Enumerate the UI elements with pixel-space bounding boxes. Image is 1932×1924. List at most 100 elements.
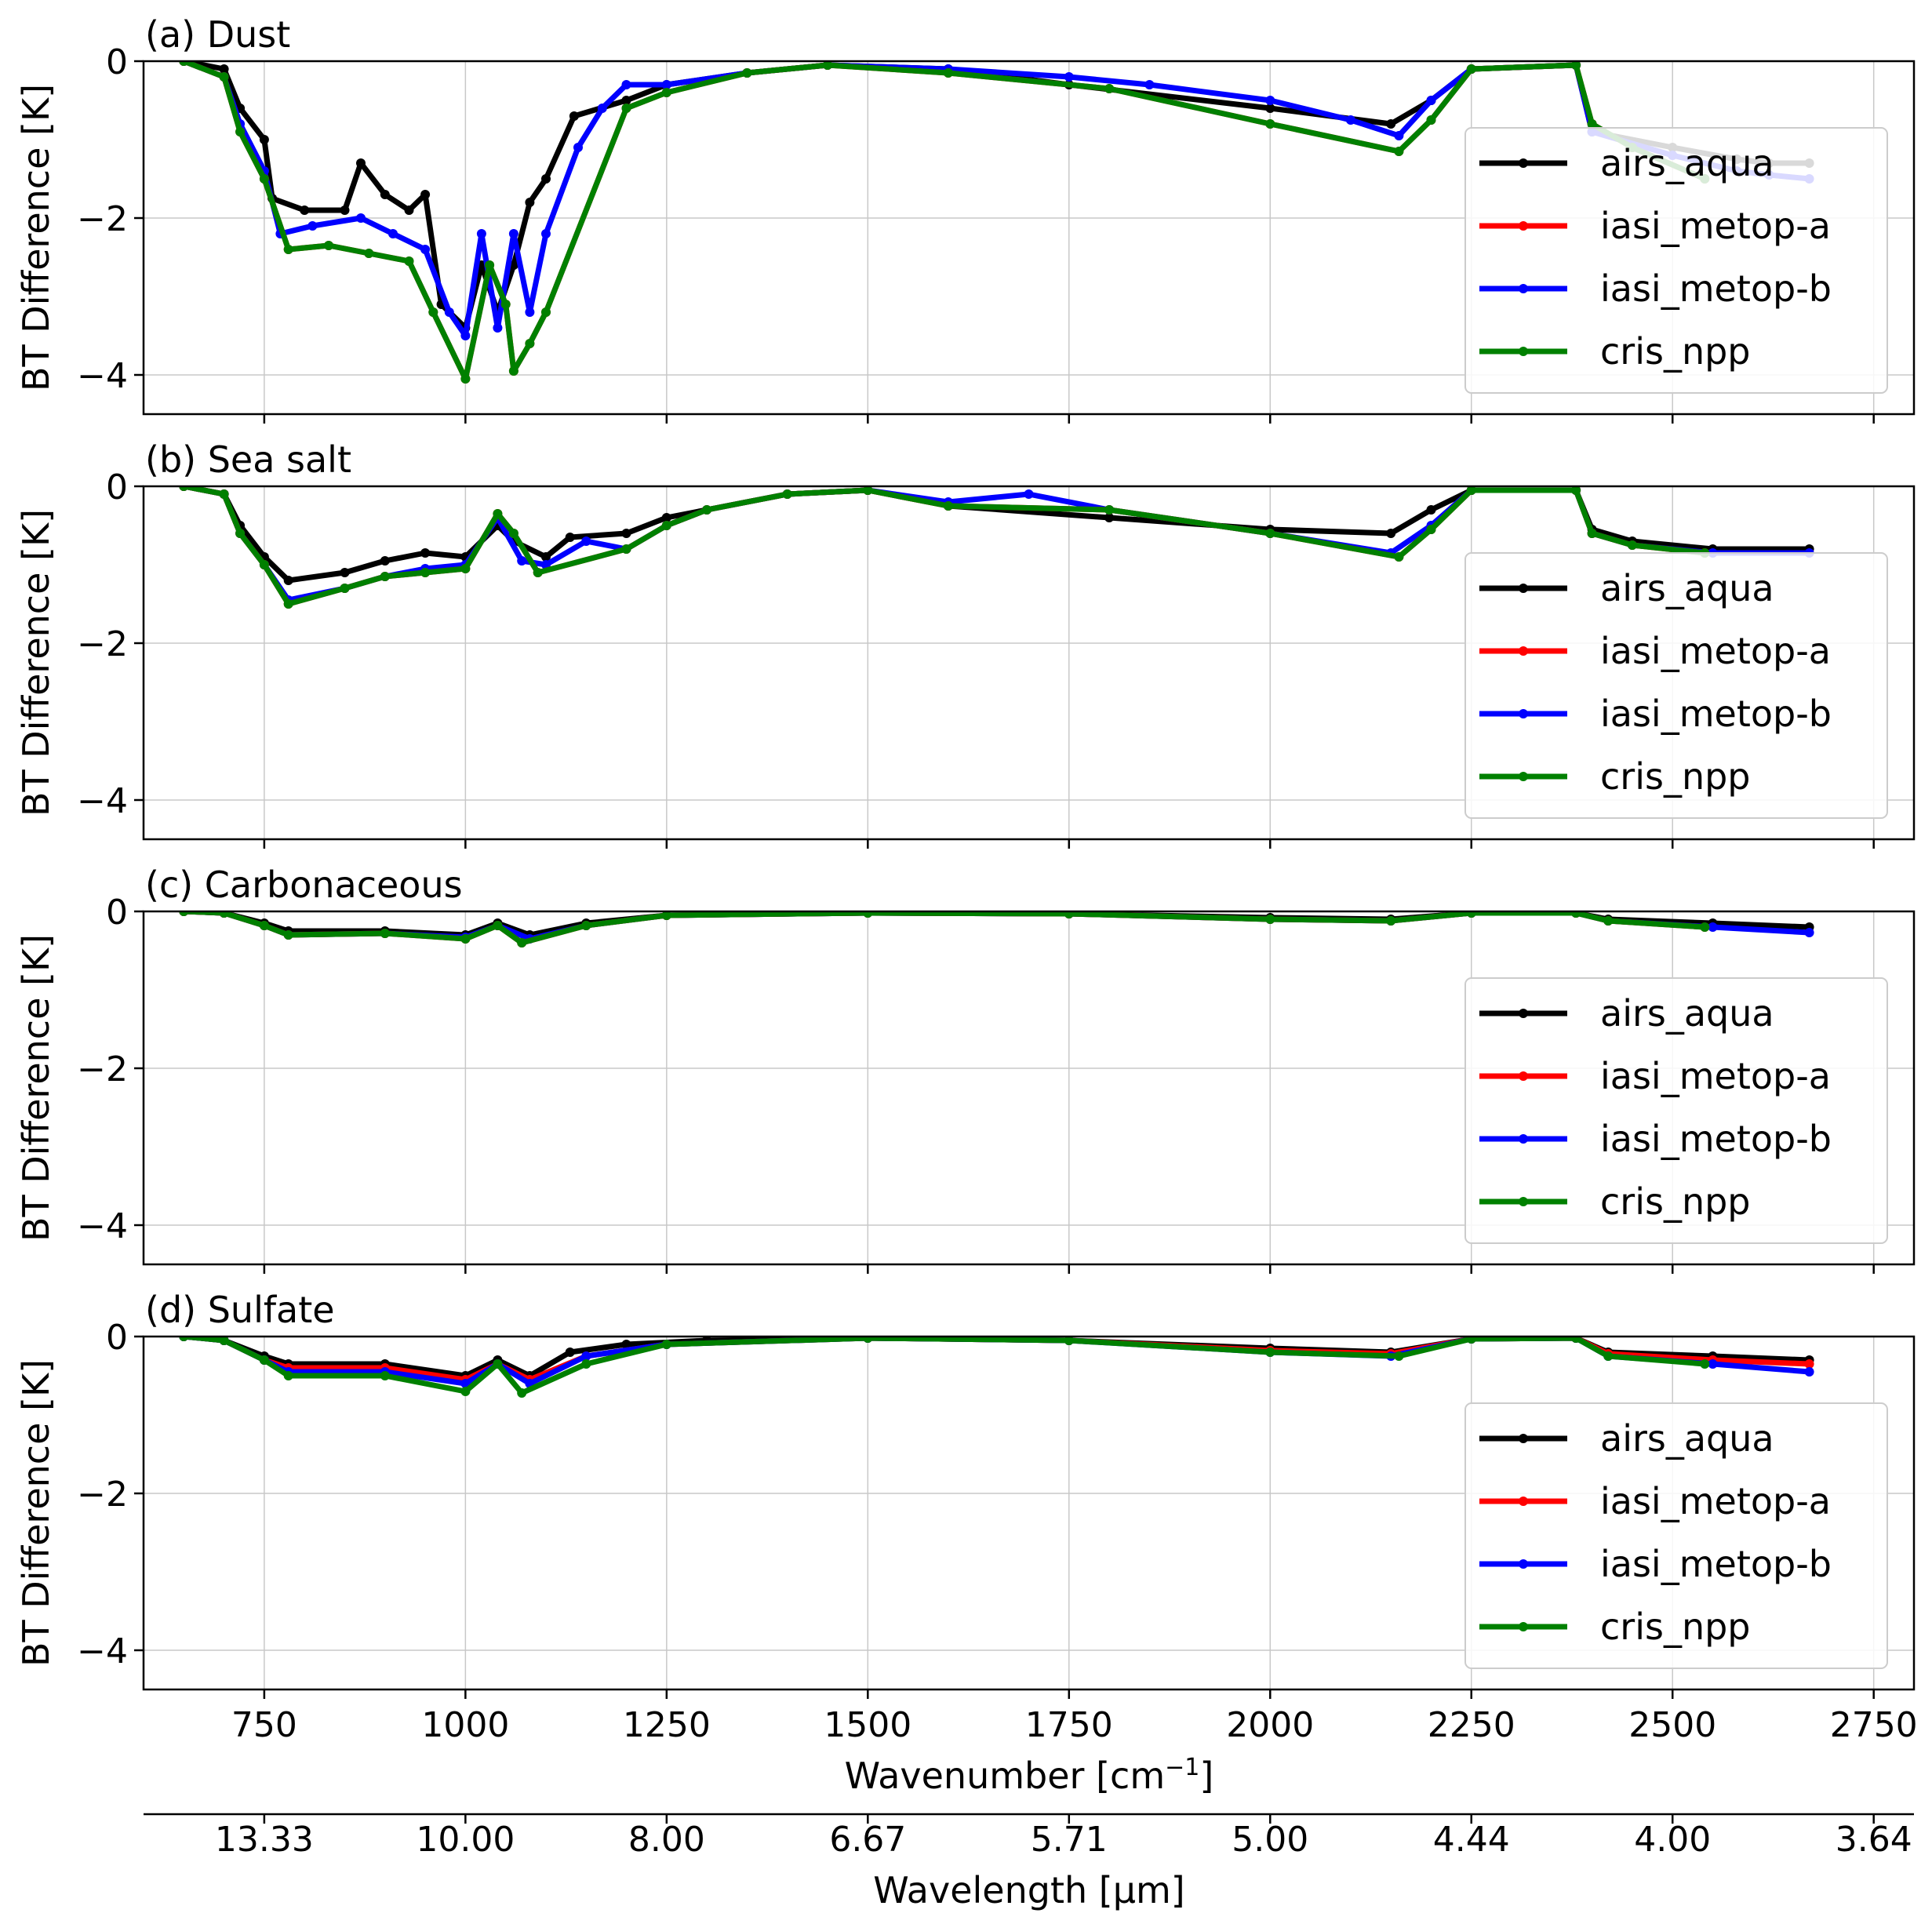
data-point — [517, 938, 527, 947]
y-tick-label: −2 — [77, 1049, 128, 1089]
data-point — [1386, 119, 1396, 129]
data-point — [420, 190, 431, 199]
data-point — [219, 1337, 229, 1345]
secondary-x-tick-label: 13.33 — [215, 1820, 314, 1860]
panel-3: 0 −2 −4 BT Difference [K] (d) Sulfate airs_aq… — [15, 1289, 1916, 1699]
data-point — [661, 513, 671, 522]
secondary-x-ticks: 13.33 10.00 8.00 6.67 5.71 5.00 4.44 4.00 3.64 — [215, 1814, 1912, 1860]
data-point — [782, 489, 792, 499]
data-point — [307, 221, 318, 231]
secondary-x-tick-label: 10.00 — [416, 1820, 515, 1860]
data-point — [219, 64, 229, 74]
panel-2: 0 −2 −4 BT Difference [K] (c) Carbonaceous ai… — [15, 864, 1916, 1274]
data-point — [1700, 1359, 1710, 1369]
data-point — [340, 568, 350, 577]
x-tick-label: 2750 — [1830, 1705, 1918, 1745]
data-point — [460, 374, 471, 384]
legend-item-iasi_metop-b: iasi_metop-b — [1479, 1543, 1832, 1585]
data-point — [460, 564, 471, 573]
panel-0: 0 −2 −4 BT Difference [K] (a) Dust airs_aquai… — [15, 13, 1916, 424]
y-tick-label: 0 — [106, 467, 128, 507]
secondary-x-axis-label: Wavelength [µm] — [873, 1869, 1184, 1911]
x-tick-label: 1500 — [824, 1705, 911, 1745]
secondary-x-tick-label: 4.44 — [1433, 1820, 1510, 1860]
data-point — [340, 584, 350, 593]
data-point — [179, 486, 189, 491]
series-group — [179, 1337, 1814, 1398]
data-point — [476, 229, 486, 238]
data-point — [565, 533, 575, 542]
legend-box — [1464, 127, 1888, 394]
data-point — [1265, 104, 1275, 113]
data-point — [1265, 529, 1275, 538]
data-point — [1104, 84, 1115, 93]
legend-marker — [1519, 772, 1528, 781]
data-point — [541, 229, 551, 238]
legend-label: cris_npp — [1600, 755, 1751, 798]
secondary-x-tick-label: 5.71 — [1031, 1820, 1108, 1860]
data-point — [621, 544, 631, 554]
legend-marker — [1519, 221, 1528, 231]
data-point — [1587, 119, 1597, 129]
x-axis-label: Wavenumber [cm−1] — [845, 1754, 1214, 1798]
data-point — [500, 300, 511, 309]
data-point — [581, 921, 591, 930]
legend-item-airs_aqua: airs_aqua — [1479, 567, 1774, 609]
legend-item-iasi_metop-b: iasi_metop-b — [1479, 267, 1832, 310]
series-cris_npp — [179, 911, 1710, 947]
data-point — [493, 509, 503, 518]
legend-label: cris_npp — [1600, 1180, 1751, 1223]
data-point — [621, 529, 631, 538]
legend-marker — [1519, 1197, 1528, 1206]
data-point — [1265, 915, 1275, 924]
data-point — [1426, 505, 1436, 515]
legend-label: iasi_metop-b — [1600, 1543, 1832, 1585]
data-point — [179, 61, 189, 66]
plot-frame — [142, 60, 1916, 416]
data-point — [259, 135, 269, 144]
data-point — [1064, 72, 1074, 82]
data-point — [541, 174, 551, 184]
data-point — [517, 556, 527, 566]
data-point — [1345, 115, 1355, 125]
data-point — [661, 521, 671, 530]
data-point — [1426, 525, 1436, 534]
y-tick-label: −2 — [77, 1475, 128, 1515]
panel-1: 0 −2 −4 BT Difference [K] (b) Sea salt airs_a… — [15, 438, 1916, 849]
y-tick-label: −2 — [77, 199, 128, 239]
legend-item-iasi_metop-a: iasi_metop-a — [1479, 1055, 1831, 1097]
data-point — [388, 229, 398, 238]
x-tick-label: 2250 — [1428, 1705, 1515, 1745]
legend: airs_aqua iasi_metop-a iasi_metop-b cris_np… — [1464, 127, 1888, 394]
y-axis-label: BT Difference [K] — [15, 1359, 57, 1667]
data-point — [533, 568, 543, 577]
data-point — [420, 568, 431, 577]
series-cris_npp — [179, 486, 1710, 609]
data-point — [485, 260, 495, 270]
data-point — [742, 68, 752, 78]
data-point — [283, 576, 293, 585]
legend-label: airs_aqua — [1600, 567, 1774, 609]
data-point — [1571, 486, 1581, 495]
secondary-x-tick-label: 4.00 — [1634, 1820, 1711, 1860]
data-point — [541, 552, 551, 562]
data-point — [356, 213, 366, 223]
legend: airs_aqua iasi_metop-a iasi_metop-b cris_np… — [1464, 1402, 1888, 1669]
plot-frame — [142, 1335, 1916, 1691]
data-point — [380, 556, 390, 566]
data-point — [1426, 96, 1436, 105]
series-group — [179, 486, 1814, 609]
data-point — [259, 174, 269, 184]
data-point — [300, 205, 310, 215]
data-point — [1394, 552, 1404, 562]
x-tick-labels: 750 1000 1250 1500 1750 2000 2250 2500 2750 — [231, 1705, 1918, 1745]
x-tick-label: 1750 — [1025, 1705, 1113, 1745]
legend-item-iasi_metop-a: iasi_metop-a — [1479, 630, 1831, 672]
series-group — [179, 911, 1814, 947]
data-point — [1466, 1337, 1476, 1344]
data-point — [1064, 911, 1074, 918]
data-point — [283, 599, 293, 609]
data-point — [621, 104, 631, 113]
y-tick-label: 0 — [106, 42, 128, 82]
data-point — [420, 245, 431, 254]
